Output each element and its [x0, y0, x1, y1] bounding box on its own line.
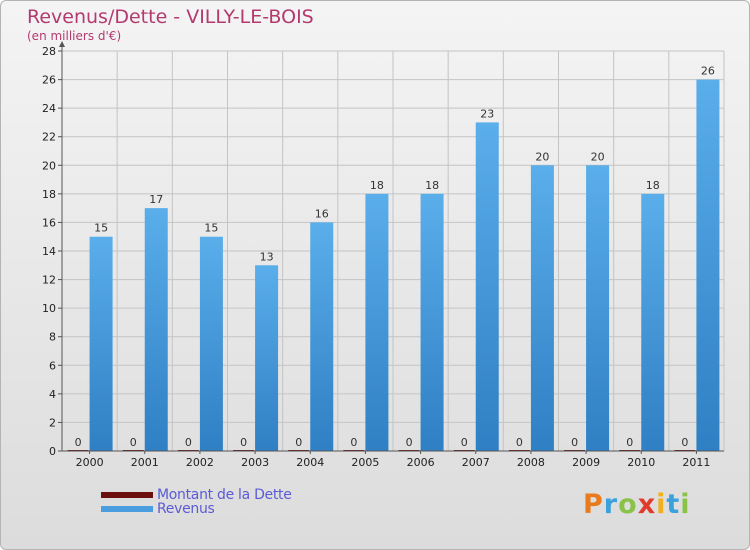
x-tick-label: 2002: [186, 456, 214, 469]
y-tick-label: 20: [42, 159, 56, 172]
legend-label-revenus: Revenus: [157, 501, 215, 517]
value-label-revenus: 23: [480, 107, 494, 120]
value-label-dette: 0: [130, 436, 137, 449]
y-tick-label: 14: [42, 245, 56, 258]
logo-letter: o: [618, 489, 638, 520]
proxiti-logo: Proxiti: [583, 489, 691, 520]
value-label-dette: 0: [295, 436, 302, 449]
legend-item-revenus: Revenus: [101, 501, 215, 517]
bar-revenus: [641, 193, 665, 451]
x-tick-label: 2010: [627, 456, 655, 469]
y-tick-label: 8: [49, 331, 56, 344]
y-tick-label: 2: [49, 416, 56, 429]
logo-letter: i: [680, 489, 691, 520]
value-label-dette: 0: [681, 436, 688, 449]
value-label-revenus: 15: [204, 222, 218, 235]
y-tick-label: 12: [42, 274, 56, 287]
y-tick-label: 28: [42, 45, 56, 58]
logo-letter: t: [666, 489, 681, 520]
x-tick-label: 2011: [682, 456, 710, 469]
legend-swatch-revenus: [101, 506, 153, 512]
legend-label-dette: Montant de la Dette: [157, 487, 292, 503]
x-tick-label: 2003: [241, 456, 269, 469]
value-label-dette: 0: [571, 436, 578, 449]
chart-subtitle: (en milliers d'€): [27, 29, 122, 43]
value-label-revenus: 20: [591, 150, 605, 163]
value-label-revenus: 20: [535, 150, 549, 163]
value-label-dette: 0: [350, 436, 357, 449]
chart-title: Revenus/Dette - VILLY-LE-BOIS: [27, 6, 314, 28]
bar-revenus: [89, 236, 113, 451]
value-label-dette: 0: [461, 436, 468, 449]
x-tick-label: 2001: [131, 456, 159, 469]
logo-letter: P: [583, 489, 604, 520]
x-tick-label: 2004: [296, 456, 324, 469]
bar-revenus: [475, 122, 499, 451]
value-label-dette: 0: [516, 436, 523, 449]
bar-revenus: [199, 236, 223, 451]
logo-letter: r: [603, 489, 619, 520]
value-label-revenus: 15: [94, 222, 108, 235]
y-tick-label: 6: [49, 359, 56, 372]
bar-revenus: [586, 165, 610, 452]
x-tick-label: 2005: [351, 456, 379, 469]
value-label-revenus: 18: [646, 179, 660, 192]
value-label-revenus: 17: [149, 193, 163, 206]
grid-lines: [61, 50, 725, 452]
value-label-revenus: 18: [425, 179, 439, 192]
y-tick-label: 22: [42, 131, 56, 144]
x-tick-label: 2008: [517, 456, 545, 469]
bar-revenus: [696, 79, 720, 452]
x-tick-label: 2009: [572, 456, 600, 469]
x-tick-label: 2006: [407, 456, 435, 469]
y-tick-label: 4: [49, 388, 56, 401]
x-tick-label: 2000: [76, 456, 104, 469]
y-tick-label: 26: [42, 74, 56, 87]
bars: 0 15 0 17 0 15 0 13 0 16 0 18 0 18 0 23 0 20 0 20 0 18 0 26: [67, 65, 720, 452]
legend-item-dette: Montant de la Dette: [101, 487, 292, 503]
y-tick-label: 18: [42, 188, 56, 201]
bar-revenus: [255, 265, 279, 451]
value-label-dette: 0: [240, 436, 247, 449]
bar-revenus: [365, 193, 389, 451]
legend-swatch-dette: [101, 492, 153, 498]
value-label-revenus: 13: [260, 250, 274, 263]
bar-revenus: [310, 222, 334, 451]
x-tick-label: 2007: [462, 456, 490, 469]
y-axis-arrow: [59, 41, 65, 47]
value-label-dette: 0: [185, 436, 192, 449]
y-tick-label: 0: [49, 445, 56, 458]
value-label-dette: 0: [626, 436, 633, 449]
value-label-dette: 0: [406, 436, 413, 449]
y-tick-label: 10: [42, 302, 56, 315]
logo-letter: x: [637, 489, 657, 520]
bar-revenus: [420, 193, 444, 451]
value-label-revenus: 18: [370, 179, 384, 192]
logo-letter: i: [656, 489, 667, 520]
y-tick-label: 24: [42, 102, 56, 115]
bar-revenus: [144, 208, 168, 451]
value-label-dette: 0: [75, 436, 82, 449]
value-label-revenus: 26: [701, 65, 715, 78]
y-tick-label: 16: [42, 216, 56, 229]
value-label-revenus: 16: [315, 207, 329, 220]
bar-revenus: [530, 165, 554, 452]
